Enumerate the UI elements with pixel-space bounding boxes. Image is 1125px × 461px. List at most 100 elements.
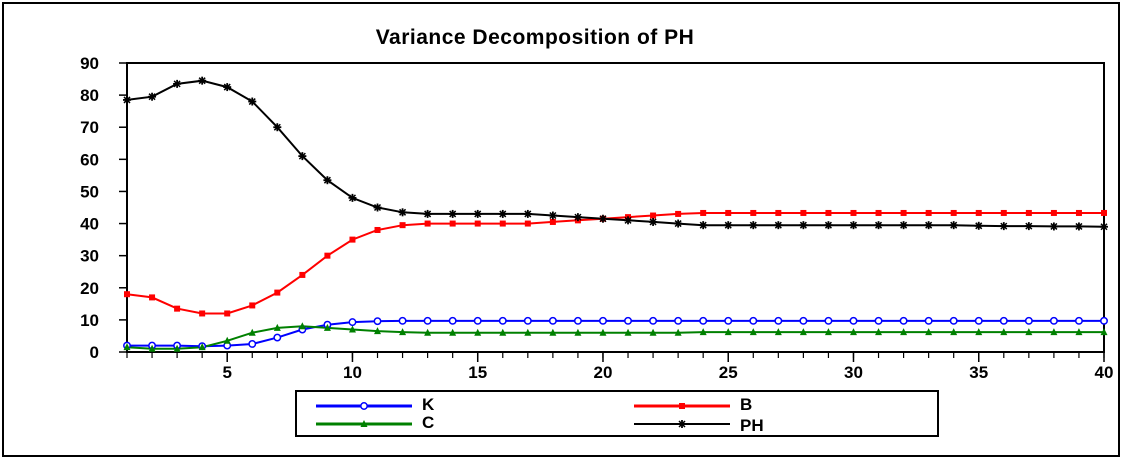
data-point-k bbox=[624, 316, 632, 325]
data-point-ph bbox=[248, 97, 257, 106]
data-point-ph bbox=[724, 221, 733, 230]
data-point-c bbox=[824, 328, 832, 336]
data-point-k bbox=[674, 316, 683, 325]
data-point-c bbox=[474, 328, 482, 336]
data-point-c bbox=[524, 328, 532, 336]
y-tick-label: 70 bbox=[80, 118, 99, 137]
data-point-ph bbox=[699, 221, 708, 230]
data-point-c bbox=[298, 322, 306, 330]
data-point-ph bbox=[949, 221, 958, 230]
data-point-b bbox=[825, 209, 832, 216]
data-point-b bbox=[474, 220, 481, 227]
data-point-k bbox=[1049, 316, 1058, 325]
data-point-k bbox=[999, 316, 1008, 325]
data-point-c bbox=[248, 328, 256, 336]
data-point-b bbox=[925, 209, 932, 216]
data-point-b bbox=[1000, 209, 1007, 216]
data-point-b bbox=[424, 220, 431, 227]
data-point-ph bbox=[1024, 222, 1033, 231]
legend-label-k: K bbox=[422, 395, 435, 414]
data-point-c bbox=[499, 328, 507, 336]
data-point-ph bbox=[123, 95, 131, 104]
data-point-c bbox=[900, 328, 908, 336]
data-point-k bbox=[548, 316, 557, 325]
data-point-k bbox=[649, 316, 658, 325]
data-point-c bbox=[925, 328, 933, 336]
y-tick-label: 90 bbox=[80, 54, 99, 73]
data-point-ph bbox=[273, 123, 282, 132]
data-point-b bbox=[700, 209, 707, 216]
data-point-ph bbox=[1100, 222, 1108, 231]
data-point-k bbox=[523, 316, 532, 325]
data-point-c bbox=[549, 328, 557, 336]
data-point-b bbox=[499, 220, 506, 227]
data-point-c bbox=[624, 328, 632, 336]
data-point-b bbox=[1075, 209, 1082, 216]
data-point-b bbox=[149, 294, 156, 301]
data-point-b bbox=[124, 291, 130, 298]
data-point-k bbox=[348, 318, 357, 327]
data-point-b bbox=[1025, 209, 1032, 216]
data-point-ph bbox=[548, 211, 557, 220]
data-point-ph bbox=[148, 92, 157, 101]
data-point-k bbox=[974, 316, 983, 325]
legend-label-c: C bbox=[422, 413, 434, 432]
data-point-c bbox=[849, 328, 857, 336]
data-point-c bbox=[975, 328, 983, 336]
data-point-b bbox=[900, 209, 907, 216]
data-point-c bbox=[399, 328, 407, 336]
data-point-k bbox=[899, 316, 908, 325]
data-point-b bbox=[1050, 209, 1057, 216]
data-point-b bbox=[549, 218, 556, 225]
data-point-k bbox=[849, 316, 858, 325]
data-point-k bbox=[874, 316, 883, 325]
data-point-b bbox=[449, 220, 456, 227]
data-point-ph bbox=[498, 209, 507, 218]
data-point-ph bbox=[774, 221, 783, 230]
data-point-ph bbox=[323, 176, 332, 185]
data-point-c bbox=[198, 343, 206, 351]
series-line-b bbox=[126, 212, 1104, 315]
legend-box bbox=[295, 390, 939, 437]
data-point-c bbox=[374, 327, 382, 335]
data-point-ph bbox=[1074, 222, 1083, 231]
data-point-b bbox=[950, 209, 957, 216]
data-point-c bbox=[724, 328, 732, 336]
data-point-c bbox=[323, 323, 331, 331]
data-point-ph bbox=[649, 217, 658, 226]
data-point-ph bbox=[373, 203, 382, 212]
data-point-ph bbox=[598, 214, 607, 223]
data-point-k bbox=[824, 316, 833, 325]
legend-label-ph: PH bbox=[740, 416, 764, 435]
y-tick-label: 10 bbox=[80, 311, 99, 330]
data-point-b bbox=[875, 209, 882, 216]
legend-marker-c bbox=[360, 420, 368, 427]
data-point-b bbox=[524, 220, 531, 227]
data-point-b bbox=[199, 310, 206, 317]
data-point-c bbox=[123, 343, 131, 351]
y-tick-label: 60 bbox=[80, 150, 99, 169]
data-point-ph bbox=[924, 221, 933, 230]
data-point-ph bbox=[849, 221, 858, 230]
data-point-ph bbox=[523, 209, 532, 218]
data-point-ph bbox=[624, 216, 633, 225]
data-point-c bbox=[1000, 328, 1008, 336]
x-tick-label: 10 bbox=[343, 363, 362, 382]
data-point-ph bbox=[423, 209, 432, 218]
data-point-b bbox=[374, 226, 381, 233]
data-point-ph bbox=[573, 213, 582, 222]
data-point-c bbox=[273, 323, 281, 331]
data-point-c bbox=[1025, 328, 1033, 336]
x-tick-label: 40 bbox=[1095, 363, 1114, 382]
data-point-ph bbox=[473, 209, 482, 218]
data-point-c bbox=[1075, 328, 1083, 336]
data-point-ph bbox=[999, 222, 1008, 231]
y-tick-label: 0 bbox=[90, 343, 99, 362]
data-point-k bbox=[1024, 316, 1033, 325]
data-point-b bbox=[1101, 209, 1107, 216]
data-point-k bbox=[1100, 316, 1108, 325]
legend-marker-ph bbox=[678, 420, 686, 428]
data-point-c bbox=[599, 328, 607, 336]
